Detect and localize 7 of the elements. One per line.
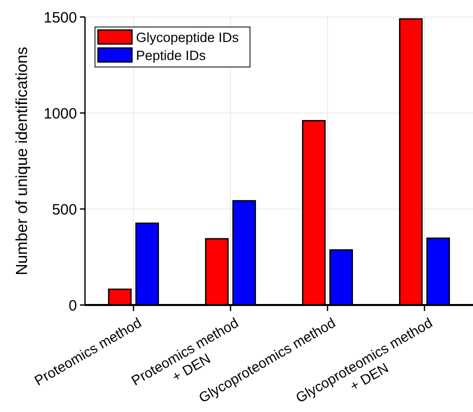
- y-axis-title: Number of unique identifications: [14, 46, 31, 276]
- legend-label: Glycopeptide IDs: [136, 30, 240, 45]
- y-tick-label: 0: [68, 297, 77, 314]
- y-tick-label: 1000: [44, 105, 77, 122]
- y-tick-label: 1500: [44, 9, 77, 26]
- legend-label: Peptide IDs: [136, 48, 206, 63]
- y-tick-label: 500: [52, 201, 77, 218]
